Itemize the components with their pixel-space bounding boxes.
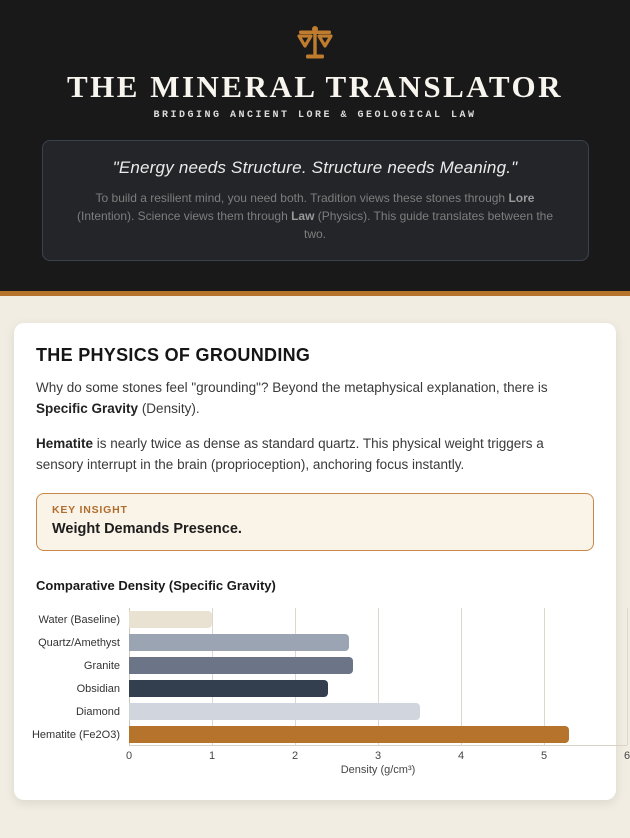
accent-divider xyxy=(0,291,630,296)
grid-line xyxy=(129,608,130,746)
tick-label: 1 xyxy=(208,750,216,763)
grid-line xyxy=(627,608,628,746)
quote-note-bold-lore: Lore xyxy=(508,191,535,205)
p1-bold-specific-gravity: Specific Gravity xyxy=(36,401,139,417)
tick-label: 5 xyxy=(540,750,548,763)
tick-label: 3 xyxy=(374,750,382,763)
content-card: THE PHYSICS OF GROUNDING Why do some sto… xyxy=(14,323,630,801)
chart-x-axis-label: Density (g/cm³) xyxy=(340,764,416,777)
quote-note-part1: To build a resilient mind, you need both… xyxy=(95,191,509,205)
section-title: THE PHYSICS OF GROUNDING xyxy=(36,345,311,365)
bar xyxy=(129,726,569,744)
density-chart: Comparative Density (Specific Gravity) W… xyxy=(32,578,630,776)
bar-label: Water (Baseline) xyxy=(38,613,120,626)
quote-note-part3: (Physics). This guide translates between… xyxy=(303,209,554,241)
key-insight-label: KEY INSIGHT xyxy=(52,504,128,517)
bar-row: Obsidian xyxy=(77,677,627,700)
page-subtitle: BRIDGING ANCIENT LORE & GEOLOGICAL LAW xyxy=(153,110,477,121)
grid-line xyxy=(378,608,379,746)
bar-label: Diamond xyxy=(75,705,120,718)
bar-row: Water (Baseline) xyxy=(38,608,627,631)
bar xyxy=(129,634,349,652)
bar-row: Hematite (Fe2O3) xyxy=(32,723,627,746)
bar-label: Obsidian xyxy=(76,682,120,695)
bar-row: Granite xyxy=(84,654,627,677)
paragraph-density: Why do some stones feel "grounding"? Bey… xyxy=(36,377,594,420)
main-content: THE PHYSICS OF GROUNDING Why do some sto… xyxy=(0,296,630,801)
p2-part1: is nearly twice as dense as standard qua… xyxy=(36,435,544,472)
chart-title: Comparative Density (Specific Gravity) xyxy=(36,578,276,594)
bar-row: Quartz/Amethyst xyxy=(38,631,627,654)
grid-line xyxy=(461,608,462,746)
bar-label: Quartz/Amethyst xyxy=(38,636,120,649)
bar xyxy=(129,611,212,629)
key-insight-box: KEY INSIGHT Weight Demands Presence. xyxy=(36,493,594,552)
tick-label: 2 xyxy=(291,750,299,763)
header: THE MINERAL TRANSLATOR BRIDGING ANCIENT … xyxy=(0,0,630,291)
chart-plot-area: Water (Baseline) Quartz/Amethyst Granite Ob… xyxy=(32,608,628,747)
tick-label: 4 xyxy=(457,750,465,763)
chart-x-axis-ticks: 0 1 2 3 4 5 6 xyxy=(125,746,630,764)
bar-label: Hematite (Fe2O3) xyxy=(31,728,120,741)
page-title: THE MINERAL TRANSLATOR xyxy=(67,69,563,104)
bar-row: Diamond xyxy=(76,700,627,723)
bar-label: Granite xyxy=(83,659,120,672)
grid-line xyxy=(212,608,213,746)
tick-label: 0 xyxy=(125,750,133,763)
quote-note: To build a resilient mind, you need both… xyxy=(76,189,554,243)
p1-part2: (Density). xyxy=(138,401,200,417)
p2-bold-hematite: Hematite xyxy=(36,435,94,451)
quote-box: "Energy needs Structure. Structure needs… xyxy=(41,140,589,261)
quote-note-bold-law: Law xyxy=(291,209,315,223)
scales-icon xyxy=(0,24,630,62)
quote-text: "Energy needs Structure. Structure needs… xyxy=(112,158,518,177)
paragraph-hematite: Hematite is nearly twice as dense as sta… xyxy=(36,433,594,476)
bar xyxy=(129,657,354,675)
grid-line xyxy=(295,608,296,746)
key-insight-text: Weight Demands Presence. xyxy=(52,521,242,538)
quote-note-part2: (Intention). Science views them through xyxy=(76,209,292,223)
bar xyxy=(129,680,329,698)
tick-label: 6 xyxy=(623,750,630,763)
grid-line xyxy=(544,608,545,746)
bar xyxy=(129,703,420,721)
p1-part1: Why do some stones feel "grounding"? Bey… xyxy=(36,380,548,395)
